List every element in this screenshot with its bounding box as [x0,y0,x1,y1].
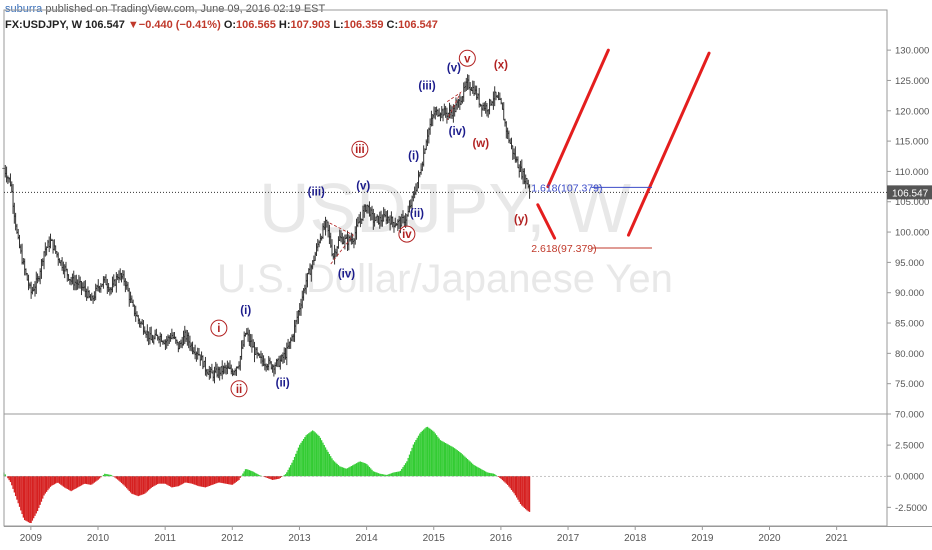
wave-label-circle-1 [230,380,248,398]
price-tick-label-12: 130.000 [895,46,929,57]
price-tick-label-5: 95.000 [895,258,924,269]
price-tick-label-8: 110.000 [895,167,929,178]
symbol-name: FX:USDJPY, W [5,19,83,31]
annotations: 106.5471.618(107.379)2.618(97.379)iii(i)… [4,48,932,398]
wave-label-4: (iii) [308,187,325,199]
watermark-description: U.S. Dollar/Japanese Yen [217,257,673,301]
osc-tick-label-2: -2.5000 [895,503,927,514]
price-tick-label-3: 85.000 [895,319,924,330]
triangle-pattern-0 [329,222,354,266]
price-tick-label-9: 115.000 [895,137,929,148]
price-change: −0.440 (−0.41%) [138,19,221,31]
wave-label-0: i [217,323,220,335]
time-tick-label-5: 2014 [355,533,378,544]
close-label: C: [386,19,399,31]
publish-text: published on TradingView.com, June 09, 2… [42,3,326,15]
wave-label-circle-0 [210,319,228,337]
projection-line-0 [546,48,610,189]
wave-label-16: (x) [494,59,508,71]
wave-label-11: (iii) [418,81,435,93]
time-tick-label-1: 2010 [87,533,110,544]
time-tick-label-0: 2009 [20,533,43,544]
high-value: 107.903 [290,19,331,31]
osc-tick-label-1: 0.0000 [895,472,924,483]
wave-label-circle-7 [351,140,369,158]
osc-tick-label-0: 2.5000 [895,441,924,452]
publish-info: suburra published on TradingView.com, Ju… [5,3,325,15]
time-tick-label-4: 2013 [288,533,311,544]
price-tick-label-1: 75.000 [895,379,924,390]
open-value: 106.565 [236,19,276,31]
close-value: 106.547 [398,19,438,31]
wave-label-12: (iv) [449,126,466,138]
fib-level-label-0: 1.618(107.379) [531,182,602,194]
axes: 70.000 75.000 80.000 85.000 90.000 95.000 100.… [3,9,932,544]
last-price: 106.547 [85,19,125,31]
wave-label-5: (iv) [338,269,355,281]
time-tick-label-8: 2017 [557,533,580,544]
wave-label-14: v [464,53,471,65]
watermark-symbol: USDJPY, W [259,169,631,247]
price-tick-label-4: 90.000 [895,288,924,299]
projection-line-1 [536,203,557,240]
time-tick-label-11: 2020 [758,533,781,544]
projection-line-2 [626,51,711,237]
time-tick-label-7: 2016 [490,533,513,544]
wave-label-8: iv [402,229,412,241]
wave-label-9: (i) [408,150,419,162]
wave-label-13: (v) [447,62,461,74]
symbol-info: FX:USDJPY, W 106.547 ▼−0.440 (−0.41%) O:… [5,19,438,31]
wave-label-1: ii [236,384,242,396]
wave-label-2: (i) [240,305,251,317]
wave-label-3: (ii) [276,378,290,390]
time-tick-label-3: 2012 [221,533,244,544]
price-tick-label-11: 125.000 [895,76,929,87]
high-label: H: [278,19,291,31]
wave-label-6: (v) [356,181,370,193]
price-tick-label-0: 70.000 [895,410,924,421]
open-label: O: [223,19,237,31]
wave-label-15: (w) [472,138,489,150]
wave-label-circle-14 [458,49,476,67]
time-tick-label-6: 2015 [423,533,446,544]
low-label: L: [333,19,344,31]
fib-level-label-1: 2.618(97.379) [531,243,596,255]
time-tick-label-10: 2019 [691,533,714,544]
price-tick-label-6: 100.000 [895,228,929,239]
time-tick-label-2: 2011 [154,533,176,544]
price-tick-label-10: 120.000 [895,106,929,117]
price-pane[interactable] [2,74,532,384]
wave-label-17: (y) [514,214,528,226]
price-tick-label-7: 105.000 [895,197,929,208]
oscillator-pane[interactable] [3,426,887,524]
wave-label-circle-8 [398,225,416,243]
price-tick-label-2: 80.000 [895,349,924,360]
last-price-tag-label: 106.547 [892,188,929,199]
author-link[interactable]: suburra [5,3,43,15]
wave-label-10: (ii) [410,208,424,220]
last-price-tag [887,185,932,200]
time-tick-label-12: 2021 [826,533,849,544]
change-down-icon: ▼ [127,19,139,31]
low-value: 106.359 [343,19,384,31]
wave-label-7: iii [355,144,365,156]
triangle-pattern-1 [446,91,462,121]
time-tick-label-9: 2018 [624,533,647,544]
